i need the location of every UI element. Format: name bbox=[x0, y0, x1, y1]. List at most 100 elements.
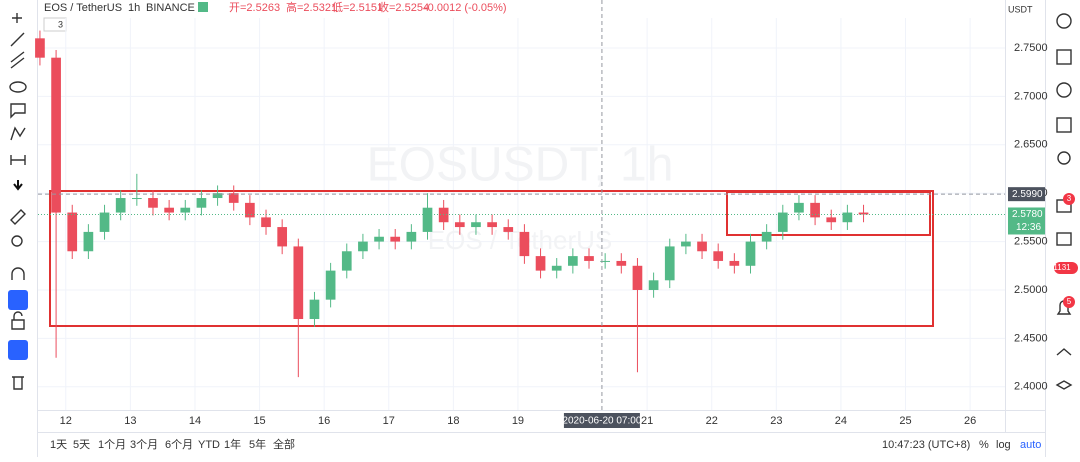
data-window-icon[interactable] bbox=[1056, 348, 1072, 356]
badge bbox=[1054, 262, 1078, 274]
shape-tool[interactable] bbox=[9, 81, 27, 93]
badge-count: 5 bbox=[1067, 297, 1072, 306]
candle-body bbox=[358, 241, 368, 252]
measure-tool[interactable] bbox=[10, 155, 26, 165]
x-tick-label: 17 bbox=[383, 415, 395, 427]
candle-body bbox=[535, 256, 546, 271]
ruler-tool[interactable] bbox=[10, 209, 26, 225]
candle-body bbox=[51, 57, 61, 213]
range-button[interactable]: 5年 bbox=[249, 437, 266, 451]
crosshair-x-tag bbox=[563, 413, 640, 428]
last-price-tag bbox=[1008, 207, 1045, 235]
idea-icon[interactable] bbox=[1057, 151, 1071, 165]
close-value: 收=2.5254 bbox=[378, 0, 429, 14]
clock-icon[interactable] bbox=[1056, 82, 1072, 98]
candle-body bbox=[454, 222, 465, 228]
calendar-icon[interactable] bbox=[1056, 117, 1072, 133]
watchlist-icon[interactable] bbox=[1056, 49, 1072, 65]
crosshair-y-tag bbox=[1008, 187, 1045, 202]
arrow-tool[interactable] bbox=[13, 180, 23, 191]
candle-body bbox=[115, 198, 126, 213]
badge bbox=[1063, 193, 1075, 205]
y-tick-label: 2.4500 bbox=[1014, 332, 1048, 344]
x-tick-label: 25 bbox=[899, 415, 911, 427]
stay-drawing-tool[interactable] bbox=[8, 290, 28, 310]
range-button[interactable]: 1天 bbox=[50, 439, 67, 451]
y-tick-label: 2.5000 bbox=[1014, 284, 1048, 296]
alarm-icon[interactable] bbox=[1056, 13, 1072, 29]
range-button[interactable]: 6个月 bbox=[165, 438, 193, 451]
range-button[interactable]: 5天 bbox=[73, 439, 90, 451]
candle-body bbox=[503, 227, 514, 232]
range-button[interactable]: 全部 bbox=[273, 437, 295, 451]
crosshair-y-label: 2.5990 bbox=[1012, 189, 1043, 200]
candle-body bbox=[713, 251, 724, 261]
watermark: EOSUSDT, 1h bbox=[367, 139, 674, 192]
status-icon bbox=[198, 2, 208, 12]
candle-body bbox=[35, 38, 45, 58]
range-button[interactable]: 3个月 bbox=[130, 438, 158, 451]
candle-body bbox=[584, 256, 594, 261]
candle-body bbox=[600, 260, 610, 262]
text-tool[interactable] bbox=[10, 103, 26, 119]
change-value: -0.0012 (-0.05%) bbox=[424, 2, 507, 14]
candle-body bbox=[777, 212, 788, 232]
last-price-label: 2.5780 bbox=[1012, 209, 1043, 220]
line-tool[interactable] bbox=[10, 32, 25, 47]
candle-body bbox=[568, 256, 578, 266]
percent-toggle[interactable]: % bbox=[979, 439, 989, 451]
candle-body bbox=[761, 231, 772, 242]
candle-body bbox=[309, 299, 320, 320]
x-tick-label: 16 bbox=[318, 415, 330, 427]
consolidation-box bbox=[726, 191, 931, 236]
candle-body bbox=[471, 222, 481, 228]
delete-tool[interactable] bbox=[12, 376, 24, 390]
candle-body bbox=[422, 207, 433, 232]
range-button[interactable]: YTD bbox=[198, 439, 220, 451]
candle-body bbox=[664, 246, 675, 281]
currency-label: USDT bbox=[1008, 4, 1033, 14]
range-button[interactable]: 1个月 bbox=[98, 438, 126, 451]
right-toolbar bbox=[1055, 13, 1073, 390]
magnet-tool[interactable] bbox=[11, 267, 25, 280]
range-button[interactable]: 1年 bbox=[224, 437, 241, 451]
candle-body bbox=[341, 251, 352, 271]
x-tick-label: 13 bbox=[124, 415, 136, 427]
candle-body bbox=[83, 231, 94, 252]
candle-body bbox=[681, 241, 691, 247]
candle-body bbox=[745, 241, 756, 266]
hide-tool[interactable] bbox=[8, 340, 28, 360]
badge-count: 3 bbox=[1067, 194, 1072, 203]
y-tick-label: 2.5500 bbox=[1014, 235, 1048, 247]
x-tick-label: 15 bbox=[253, 415, 265, 427]
candle-body bbox=[196, 198, 207, 208]
candle-body bbox=[131, 198, 142, 200]
layers-icon[interactable] bbox=[1055, 380, 1073, 390]
zoom-tool[interactable] bbox=[11, 235, 23, 247]
pattern-tool[interactable] bbox=[10, 126, 26, 141]
candle-body bbox=[245, 202, 255, 218]
indicator-count: 3 bbox=[58, 19, 63, 29]
left-toolbar bbox=[8, 13, 28, 390]
high-value: 高=2.5321 bbox=[286, 0, 337, 14]
candle-body bbox=[842, 212, 853, 223]
lock-tool[interactable] bbox=[11, 311, 25, 330]
log-toggle[interactable]: log bbox=[996, 439, 1011, 451]
auto-toggle[interactable]: auto bbox=[1020, 439, 1041, 451]
y-tick-label: 2.7500 bbox=[1014, 42, 1048, 54]
candle-body bbox=[487, 222, 497, 228]
x-tick-label: 12 bbox=[60, 415, 72, 427]
candle-body bbox=[616, 260, 627, 266]
candle-body bbox=[148, 198, 158, 208]
y-tick-label: 2.6500 bbox=[1014, 139, 1048, 151]
candle-body bbox=[729, 260, 740, 266]
candle-body bbox=[519, 231, 530, 257]
crosshair-tool[interactable] bbox=[12, 13, 22, 23]
messages-icon[interactable] bbox=[1056, 232, 1072, 246]
candle-body bbox=[325, 270, 336, 300]
candle-body bbox=[648, 280, 659, 290]
interval: 1h bbox=[128, 2, 140, 14]
fib-tool[interactable] bbox=[10, 51, 25, 69]
